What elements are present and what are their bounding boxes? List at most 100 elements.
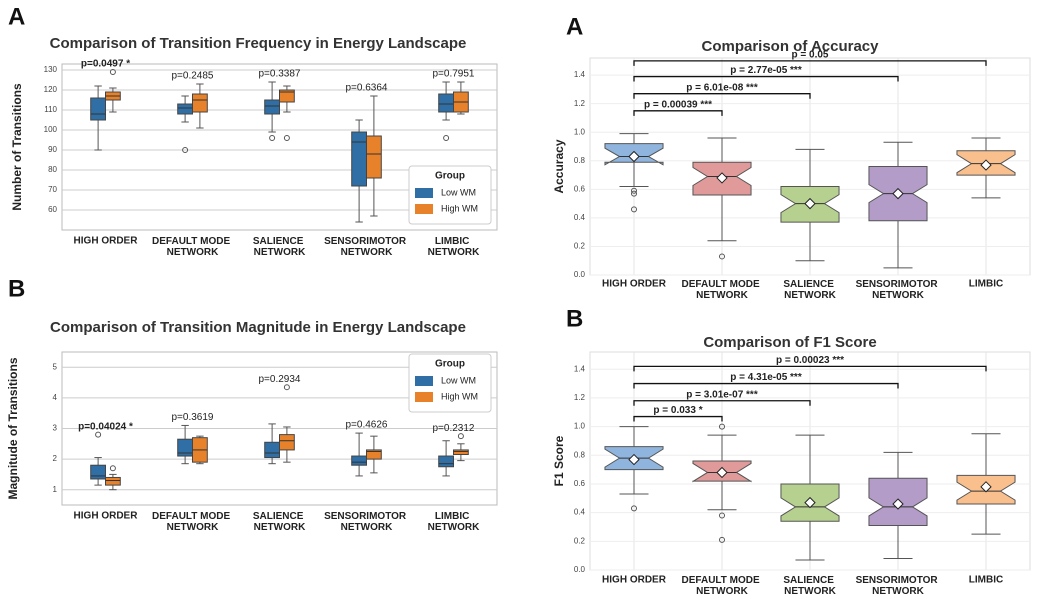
y-tick-label: 0.8 bbox=[574, 450, 586, 459]
y-axis-label: Accuracy bbox=[552, 139, 566, 193]
box bbox=[177, 438, 194, 457]
p-value: p=0.0497 * bbox=[81, 59, 130, 70]
y-tick-label: 1 bbox=[53, 485, 58, 494]
y-axis-label: F1 Score bbox=[552, 435, 566, 486]
outlier bbox=[719, 536, 725, 543]
box bbox=[279, 434, 295, 451]
legend-title: Group bbox=[435, 171, 465, 182]
outlier bbox=[719, 423, 725, 430]
mean-marker bbox=[628, 150, 640, 163]
x-tick-label: SENSORIMOTOR NETWORK bbox=[856, 575, 941, 597]
significance-bracket bbox=[633, 400, 811, 406]
outlier bbox=[631, 190, 637, 197]
outlier bbox=[283, 135, 290, 141]
outlier bbox=[457, 433, 464, 440]
significance-bracket bbox=[633, 415, 723, 422]
p-value: p=0.4626 bbox=[346, 420, 388, 431]
panel-letter: B bbox=[566, 305, 583, 332]
box bbox=[351, 455, 367, 466]
x-tick-label: SALIENCE NETWORK bbox=[253, 511, 306, 533]
mean-marker bbox=[804, 197, 816, 210]
y-tick-label: 130 bbox=[44, 65, 58, 74]
y-tick-label: 0.8 bbox=[574, 156, 586, 165]
panel-letter: A bbox=[8, 3, 25, 30]
y-tick-label: 0.2 bbox=[574, 536, 586, 545]
x-tick-label: DEFAULT MODE NETWORK bbox=[682, 279, 763, 301]
p-value: p=0.3387 bbox=[259, 69, 301, 80]
mean-marker bbox=[716, 172, 728, 184]
p-value: p=0.2934 bbox=[259, 374, 301, 385]
x-tick-label: SALIENCE NETWORK bbox=[253, 236, 306, 258]
significance-bracket bbox=[633, 382, 899, 389]
chart-title: Comparison of Transition Magnitude in En… bbox=[50, 319, 466, 336]
bracket-label: p = 3.01e-07 *** bbox=[686, 389, 758, 400]
legend-swatch bbox=[415, 392, 433, 402]
y-axis-label: Magnitude of Transitions bbox=[6, 357, 20, 499]
x-tick-label: DEFAULT MODE NETWORK bbox=[682, 575, 763, 597]
legend-swatch bbox=[415, 188, 433, 198]
box bbox=[366, 449, 382, 460]
x-tick-label: LIMBIC NETWORK bbox=[428, 236, 480, 258]
outlier bbox=[182, 147, 189, 153]
box bbox=[438, 455, 454, 468]
y-tick-label: 100 bbox=[44, 125, 58, 134]
x-tick-label: HIGH ORDER bbox=[602, 279, 667, 290]
box bbox=[264, 441, 280, 459]
y-tick-label: 1.2 bbox=[574, 393, 586, 402]
y-tick-label: 1.4 bbox=[574, 70, 586, 79]
plot-frame bbox=[61, 63, 498, 231]
y-tick-label: 4 bbox=[53, 393, 58, 402]
bracket-label: p = 6.01e-08 *** bbox=[686, 82, 758, 93]
mean-marker bbox=[716, 466, 728, 479]
x-tick-label: SENSORIMOTOR NETWORK bbox=[856, 279, 941, 301]
legend-label: High WM bbox=[441, 203, 478, 213]
x-tick-label: LIMBIC NETWORK bbox=[428, 511, 480, 533]
outlier bbox=[631, 187, 637, 194]
y-axis-label: Number of Transitions bbox=[10, 83, 24, 211]
y-tick-label: 1.0 bbox=[574, 127, 586, 136]
box bbox=[105, 476, 121, 486]
legend-swatch bbox=[415, 376, 433, 386]
box bbox=[438, 93, 454, 113]
x-tick-label: HIGH ORDER bbox=[74, 511, 139, 522]
mean-marker bbox=[892, 498, 904, 510]
y-tick-label: 1.0 bbox=[574, 422, 586, 431]
legend-label: High WM bbox=[441, 391, 478, 401]
bracket-label: p = 0.033 * bbox=[653, 405, 702, 416]
legend-title: Group bbox=[435, 359, 465, 370]
y-tick-label: 1.2 bbox=[574, 99, 586, 108]
outlier bbox=[631, 206, 637, 213]
y-tick-label: 120 bbox=[44, 85, 58, 94]
y-tick-label: 110 bbox=[44, 105, 57, 114]
significance-bracket bbox=[633, 365, 987, 372]
mean-marker bbox=[804, 496, 816, 509]
legend-label: Low WM bbox=[441, 375, 476, 385]
box bbox=[90, 464, 106, 480]
y-tick-label: 60 bbox=[48, 205, 57, 214]
box bbox=[351, 131, 367, 187]
chart-title: Comparison of Transition Frequency in En… bbox=[50, 35, 467, 52]
y-tick-label: 80 bbox=[48, 165, 57, 174]
mean-marker bbox=[892, 187, 904, 200]
y-tick-label: 0.4 bbox=[574, 508, 586, 517]
y-tick-label: 0.2 bbox=[574, 242, 586, 251]
legend-swatch bbox=[415, 204, 433, 214]
x-tick-label: DEFAULT MODE NETWORK bbox=[152, 511, 233, 533]
outlier bbox=[631, 505, 637, 512]
x-tick-label: HIGH ORDER bbox=[602, 575, 667, 586]
significance-bracket bbox=[633, 60, 987, 66]
box bbox=[453, 449, 469, 456]
x-tick-label: LIMBIC bbox=[969, 279, 1003, 290]
y-tick-label: 3 bbox=[53, 424, 58, 433]
y-tick-label: 90 bbox=[48, 145, 57, 154]
chart-title: Comparison of F1 Score bbox=[703, 334, 876, 351]
outlier bbox=[443, 135, 450, 141]
box bbox=[264, 99, 280, 115]
outlier bbox=[109, 69, 116, 75]
p-value: p=0.7951 bbox=[433, 69, 475, 80]
p-value: p=0.3619 bbox=[172, 412, 214, 423]
y-tick-label: 0.6 bbox=[574, 184, 586, 193]
significance-bracket bbox=[633, 110, 723, 116]
x-tick-label: LIMBIC bbox=[969, 575, 1003, 586]
